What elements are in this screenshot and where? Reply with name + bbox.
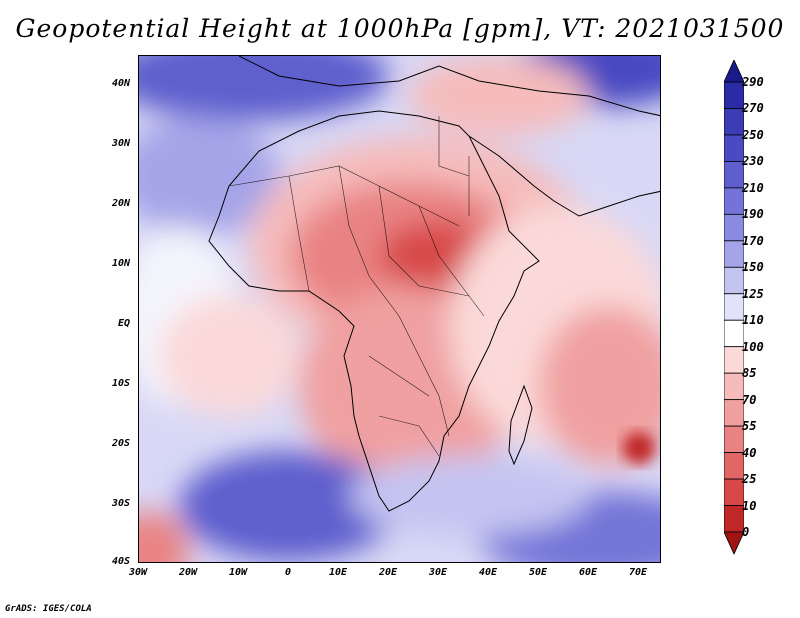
- colorbar-bin: [724, 81, 744, 109]
- colorbar-label: 170: [742, 233, 764, 248]
- lon-label-0: 0: [284, 567, 292, 578]
- colorbar-bin: [724, 505, 744, 533]
- colorbar-bin: [724, 399, 744, 427]
- colorbar-bin: [724, 346, 744, 374]
- colorbar-label: 25: [742, 472, 757, 487]
- map-field: [139, 56, 660, 562]
- colorbar-bin: [724, 452, 744, 480]
- colorbar-label: 10: [742, 498, 757, 513]
- colorbar-bin: [724, 187, 744, 215]
- colorbar-label: 150: [742, 260, 764, 275]
- colorbar-bin: [724, 266, 744, 295]
- lon-label-40e: 40E: [478, 567, 498, 578]
- colorbar-label: 70: [742, 392, 757, 407]
- lon-label-70e: 70E: [628, 567, 648, 578]
- colorbar-label: 190: [742, 207, 764, 222]
- colorbar-bin: [724, 161, 744, 189]
- lon-label-10e: 10E: [328, 567, 348, 578]
- colorbar-bottom-arrow: [724, 531, 744, 555]
- lat-label-40n: 40N: [111, 78, 130, 89]
- lon-label-10w: 10W: [228, 567, 248, 578]
- borders: [228, 116, 485, 457]
- colorbar-label: 270: [742, 101, 764, 116]
- lon-label-30w: 30W: [128, 567, 148, 578]
- lat-label-20s: 20S: [111, 438, 130, 449]
- colorbar-bin: [724, 372, 744, 401]
- lat-label-10n: 10N: [111, 258, 130, 269]
- colorbar-bin: [724, 240, 744, 268]
- colorbar-label: 250: [742, 127, 764, 142]
- lat-label-30n: 30N: [111, 138, 130, 149]
- colorbar-label: 210: [742, 180, 764, 195]
- coastline: [208, 56, 660, 512]
- colorbar-label: 55: [742, 419, 757, 434]
- colorbar: [724, 60, 744, 555]
- colorbar-bin: [724, 213, 744, 242]
- colorbar-bin: [724, 293, 744, 321]
- colorbar-bin: [724, 108, 744, 136]
- chart-title: Geopotential Height at 1000hPa [gpm], VT…: [15, 14, 785, 43]
- lat-label-40s: 40S: [111, 556, 130, 567]
- colorbar-bin: [724, 319, 744, 348]
- colorbar-bin: [724, 134, 744, 162]
- colorbar-label: 230: [742, 154, 764, 169]
- lat-label-20n: 20N: [111, 198, 130, 209]
- lat-label-10s: 10S: [111, 378, 130, 389]
- lon-label-20e: 20E: [378, 567, 398, 578]
- lat-label-30s: 30S: [111, 498, 130, 509]
- lon-label-50e: 50E: [528, 567, 548, 578]
- colorbar-label: 290: [742, 75, 764, 89]
- lon-label-20w: 20W: [178, 567, 198, 578]
- colorbar-label: 85: [742, 366, 757, 381]
- height-field: [139, 56, 660, 562]
- lon-label-60e: 60E: [578, 567, 598, 578]
- lat-label-eq: EQ: [117, 318, 130, 329]
- lon-label-30e: 30E: [428, 567, 448, 578]
- colorbar-bin: [724, 478, 744, 506]
- colorbar-label: 40: [742, 445, 757, 460]
- colorbar-label: 110: [742, 313, 764, 328]
- colorbar-label: 125: [742, 286, 764, 301]
- map-panel: [138, 55, 661, 563]
- colorbar-label: 0: [742, 525, 750, 539]
- colorbar-label: 100: [742, 339, 764, 354]
- colorbar-top-arrow: [724, 60, 744, 83]
- credit-text: GrADS: IGES/COLA: [5, 604, 92, 614]
- colorbar-bin: [724, 425, 744, 453]
